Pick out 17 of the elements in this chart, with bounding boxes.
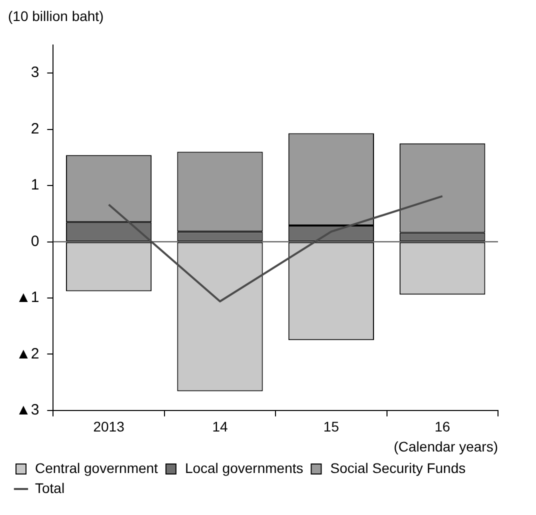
x-tick-label: 14 xyxy=(212,418,228,435)
x-tick-label: 2013 xyxy=(93,418,125,435)
y-axis-title: (10 billion baht) xyxy=(8,8,105,26)
y-tick-label: 0 xyxy=(30,232,40,250)
y-tick-label: 2 xyxy=(30,120,40,138)
legend-label: Local governments xyxy=(184,460,304,476)
x-axis-title: (Calendar years) xyxy=(394,438,498,454)
y-tick-label: ▲1 xyxy=(16,289,40,306)
x-tick-label: 15 xyxy=(323,418,340,435)
y-tick-label: 1 xyxy=(30,176,40,194)
y-tick-label: ▲3 xyxy=(16,402,40,419)
y-tick-label: 3 xyxy=(30,64,40,82)
y-tick-label: ▲2 xyxy=(16,345,40,362)
legend-label: Social Security Funds xyxy=(330,460,466,476)
legend-label: Central government xyxy=(35,460,158,476)
x-tick-label: 16 xyxy=(434,418,450,435)
legend-label: Total xyxy=(35,480,65,496)
